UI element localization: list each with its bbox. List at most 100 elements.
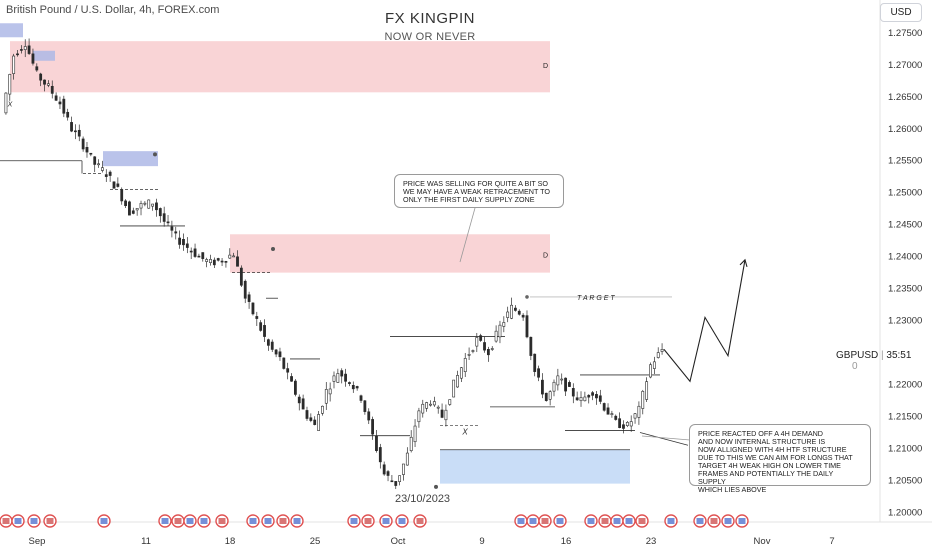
x-tick-label-6: 9 [479, 536, 484, 547]
candle-body [436, 406, 440, 409]
event-flag-icon-body [200, 518, 208, 524]
candle-body [490, 348, 494, 350]
y-tick-label-12: 1.21500 [888, 411, 922, 422]
x-mark-1: X [461, 427, 468, 436]
candle-body [475, 337, 479, 347]
candle-body [321, 405, 324, 414]
candle-body [502, 322, 506, 327]
small-zone-1 [0, 23, 23, 38]
candle-body [440, 409, 444, 418]
event-flag-icon-body [613, 518, 621, 524]
candle-body [641, 391, 645, 409]
candle-body [301, 398, 305, 410]
candle-body [274, 349, 278, 355]
event-flag-icon-body [738, 518, 746, 524]
candle-body [525, 315, 529, 338]
candle-body [494, 330, 498, 342]
candle-body [591, 392, 594, 396]
instrument-title: British Pound / U.S. Dollar, 4h, FOREX.c… [6, 4, 220, 16]
candle-body [448, 399, 452, 405]
event-flag-icon-body [174, 518, 182, 524]
candle-body [649, 364, 652, 378]
candle-body [317, 414, 320, 431]
candle-body [124, 200, 127, 207]
candle-body [189, 250, 193, 253]
candle-body [263, 325, 266, 337]
candle-body [131, 210, 135, 214]
candle-body [216, 258, 220, 261]
candle-body [139, 203, 143, 209]
candle-body [236, 256, 239, 267]
candle-body [4, 92, 8, 114]
candle-body [614, 415, 618, 420]
candle-body [479, 335, 483, 341]
candle-body [23, 46, 27, 50]
candle-body [135, 208, 139, 211]
candle-body [633, 413, 637, 419]
candle-body [170, 226, 174, 231]
candle-body [97, 163, 100, 166]
candle-body [54, 95, 58, 101]
candle-body [637, 405, 641, 418]
event-flag-icon-body [416, 518, 424, 524]
candle-body [158, 208, 162, 217]
candle-body [239, 267, 243, 286]
candle-body [328, 388, 332, 395]
candle-body [432, 401, 436, 406]
annotation-note-top[interactable]: PRICE WAS SELLING FOR QUITE A BIT SO WE … [394, 174, 564, 208]
projection-arrowhead [739, 258, 748, 267]
candle-body [629, 421, 633, 427]
event-flag-icon-body [529, 518, 537, 524]
candle-body [324, 389, 328, 404]
chart-subtitle: NOW OR NEVER [384, 31, 476, 43]
candle-body [344, 373, 347, 382]
candle-body [282, 357, 286, 369]
x-mark-2: X [7, 101, 13, 108]
candle-body [541, 379, 544, 395]
candle-body [510, 304, 513, 319]
candle-body [560, 378, 564, 381]
candle-body [529, 336, 533, 356]
candle-body [537, 368, 540, 378]
candle-body [402, 463, 405, 475]
candle-body [568, 382, 571, 387]
candle-body [348, 382, 351, 384]
currency-button[interactable]: USD [880, 3, 922, 22]
chart-title: FX KINGPIN [384, 10, 475, 27]
candle-body [656, 352, 660, 358]
candle-body [278, 351, 282, 358]
candle-body [108, 171, 112, 176]
event-flag-icon-body [264, 518, 272, 524]
candle-body [212, 259, 216, 266]
candle-body [544, 392, 548, 401]
candle-body [255, 316, 259, 319]
candle-body [112, 181, 116, 189]
event-flag-icon-body [601, 518, 609, 524]
candle-body [382, 464, 386, 475]
annotation-note-bottom[interactable]: PRICE REACTED OFF A 4H DEMAND AND NOW IN… [689, 424, 871, 494]
symbol-tag: GBPUSD | 35:51 0 [836, 350, 912, 372]
candle-body [390, 480, 394, 483]
candle-body [197, 255, 201, 258]
candle-body [62, 98, 66, 114]
target-label: T A R G E T [577, 295, 615, 302]
candle-body [209, 259, 212, 263]
candle-body [463, 358, 467, 372]
candle-body [375, 435, 378, 451]
candle-body [571, 388, 575, 397]
candles-group [4, 38, 664, 490]
candle-body [340, 370, 344, 377]
candle-body [101, 167, 104, 171]
event-flag-icon-body [667, 518, 675, 524]
x-tick-label-9: Nov [754, 536, 771, 547]
y-tick-label-3: 1.26500 [888, 92, 922, 103]
candle-body [575, 397, 579, 401]
y-tick-label-7: 1.24500 [888, 220, 922, 231]
event-flag-icon-body [2, 518, 10, 524]
x-tick-label-2: 11 [141, 536, 151, 547]
candle-body [193, 248, 197, 257]
candle-body [625, 422, 629, 426]
target-marker [525, 295, 529, 299]
